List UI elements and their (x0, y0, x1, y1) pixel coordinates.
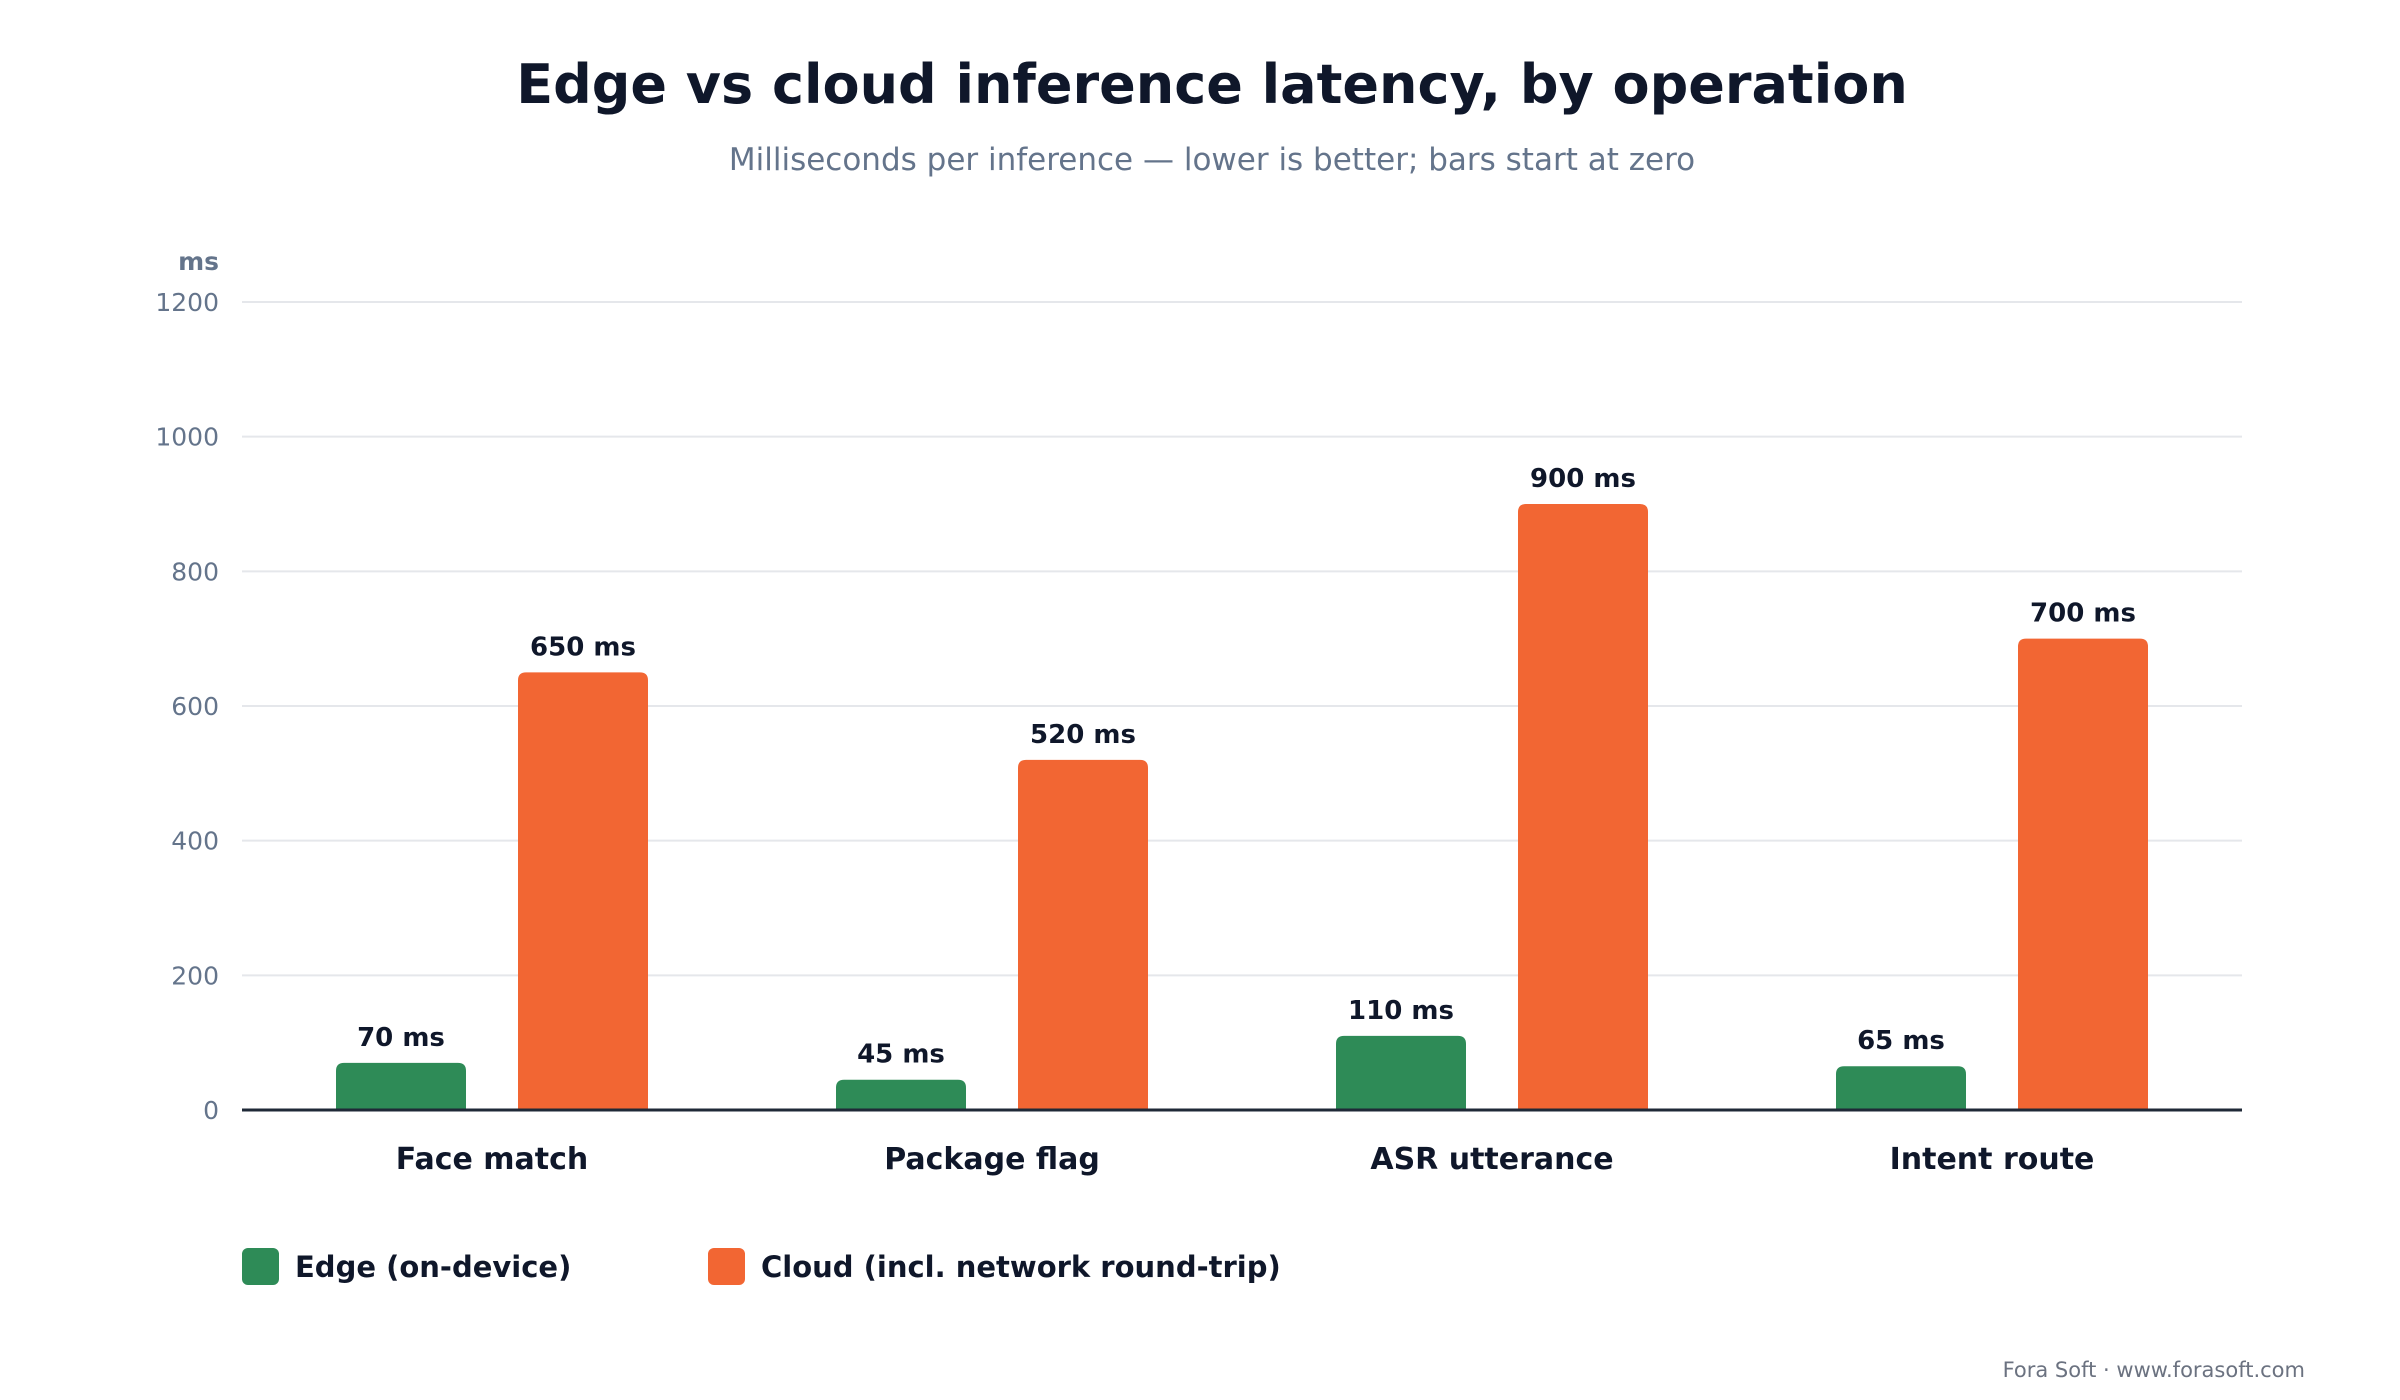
chart-title: Edge vs cloud inference latency, by oper… (516, 53, 1908, 116)
bars-layer: 70 ms 650 ms 45 ms 520 ms 110 ms 900 ms 65 ms 7… (336, 464, 2148, 1110)
x-axis: Face match Package flag ASR utterance Inten… (242, 1108, 2242, 1177)
x-tick-label: Face match (396, 1142, 589, 1177)
grid-layer: 0 200 400 600 800 1000 1200 ms (155, 247, 2242, 1125)
footer-credit: Fora Soft · www.forasoft.com (2003, 1358, 2305, 1382)
legend-label: Cloud (incl. network round-trip) (761, 1250, 1281, 1284)
y-tick-label: 400 (171, 827, 219, 856)
y-tick-label: 800 (171, 557, 219, 586)
bar-value-label: 650 ms (530, 632, 636, 662)
bar-value-label: 900 ms (1530, 464, 1636, 494)
bar-value-label: 110 ms (1348, 996, 1454, 1026)
bar-cloud-face-match (518, 672, 648, 1110)
y-tick-label: 600 (171, 692, 219, 721)
bar-value-label: 70 ms (357, 1023, 445, 1053)
bar-edge-package-flag (836, 1079, 966, 1110)
bar-value-label: 65 ms (1857, 1026, 1945, 1056)
x-tick-label: ASR utterance (1370, 1142, 1613, 1177)
bar-cloud-asr-utterance (1518, 504, 1648, 1110)
y-tick-label: 1200 (155, 288, 219, 317)
y-tick-label: 200 (171, 961, 219, 990)
y-axis-unit-label: ms (178, 247, 219, 276)
bar-edge-intent-route (1836, 1066, 1966, 1110)
x-tick-label: Package flag (884, 1142, 1100, 1177)
bar-edge-face-match (336, 1062, 466, 1110)
legend-label: Edge (on-device) (295, 1250, 571, 1284)
y-tick-label: 0 (203, 1096, 219, 1125)
bar-cloud-package-flag (1018, 759, 1148, 1110)
bar-value-label: 45 ms (857, 1040, 945, 1070)
chart-subtitle: Milliseconds per inference — lower is be… (729, 142, 1695, 178)
legend-swatch (708, 1248, 745, 1285)
bar-value-label: 520 ms (1030, 720, 1136, 750)
legend: Edge (on-device) Cloud (incl. network rou… (242, 1248, 1281, 1285)
bar-edge-asr-utterance (1336, 1035, 1466, 1110)
x-tick-label: Intent route (1890, 1142, 2095, 1177)
legend-swatch (242, 1248, 279, 1285)
y-tick-label: 1000 (155, 423, 219, 452)
bar-cloud-intent-route (2018, 638, 2148, 1110)
bar-value-label: 700 ms (2030, 599, 2136, 629)
